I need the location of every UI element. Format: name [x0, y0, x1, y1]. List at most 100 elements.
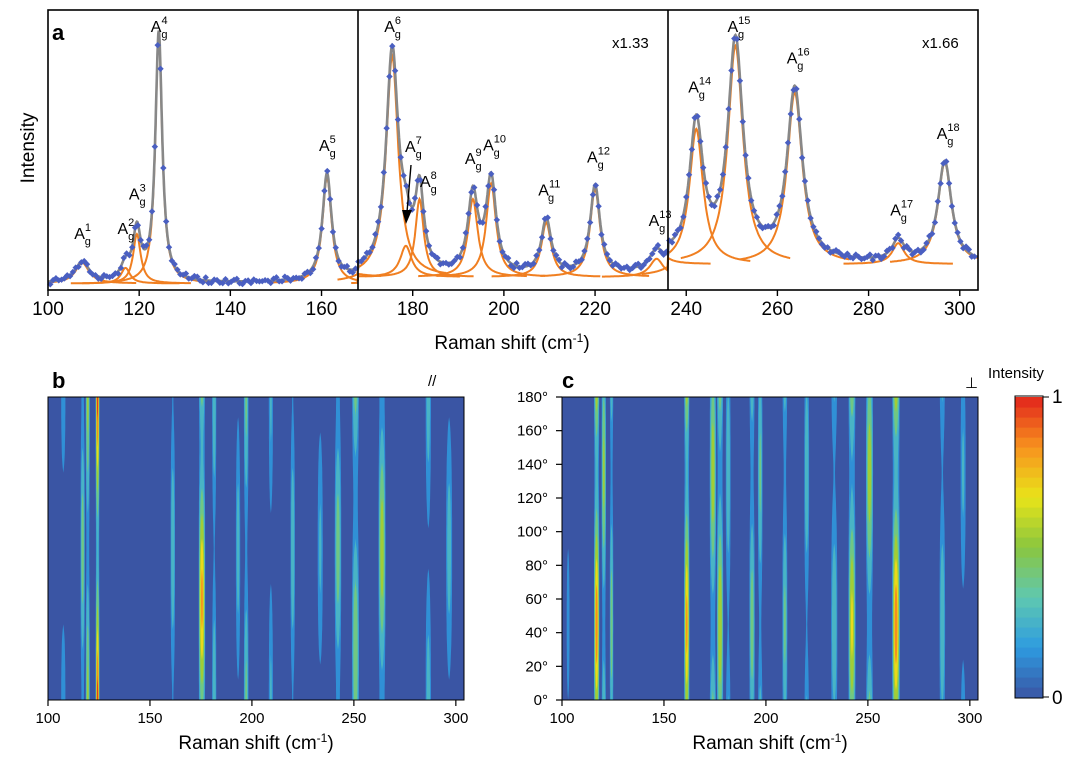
x-tick-label: 200 [488, 299, 520, 320]
band-contour [783, 397, 787, 700]
data-point [519, 263, 526, 271]
colorbar-min: 0 [1052, 688, 1063, 709]
x-tick-label: 100 [32, 299, 64, 320]
data-point [335, 257, 342, 265]
data-point [928, 230, 936, 237]
panel-c-label: c [562, 368, 574, 393]
data-point [581, 247, 588, 255]
data-point [858, 255, 865, 263]
colorbar-step [1015, 497, 1043, 508]
data-point [154, 41, 161, 49]
band-8 [725, 397, 731, 700]
band-contour [86, 397, 90, 700]
band-contour [61, 397, 66, 700]
data-point [530, 260, 537, 267]
data-point [869, 256, 876, 264]
data-point [733, 35, 741, 43]
data-point [940, 160, 947, 167]
data-point [536, 246, 543, 254]
data-point [569, 263, 577, 271]
data-point [787, 110, 795, 118]
band-5 [684, 397, 690, 700]
data-point [434, 254, 441, 262]
data-point [157, 65, 164, 73]
band-contour [81, 397, 84, 700]
band-contour [832, 397, 837, 700]
data-point [739, 118, 746, 125]
fit-component-2 [70, 266, 180, 285]
scale-label-mid: x1.33 [612, 35, 649, 52]
colorbar-step [1015, 637, 1043, 648]
colorbar-step [1015, 677, 1043, 688]
data-point [496, 238, 503, 245]
data-point [798, 154, 806, 161]
angle-tick-label: 180° [517, 389, 548, 406]
colorbar-step [1015, 667, 1043, 678]
data-point [538, 234, 546, 241]
data-point [148, 208, 156, 215]
data-point [417, 176, 424, 184]
colorbar-step [1015, 437, 1043, 448]
data-point [383, 125, 390, 132]
data-point [510, 264, 518, 272]
data-point [329, 228, 337, 236]
band-contour [940, 397, 945, 700]
data-point [553, 252, 560, 259]
data-point [759, 224, 766, 232]
band-contour [894, 397, 898, 700]
peak-label-a12: A12 g [587, 145, 610, 171]
data-point [753, 214, 761, 221]
data-point [612, 260, 619, 267]
a7-arrow [402, 164, 412, 224]
data-point [109, 272, 116, 280]
data-point [742, 152, 749, 159]
data-point [649, 250, 656, 258]
band-6 [709, 397, 717, 700]
band-contour [96, 397, 99, 700]
band-8 [235, 397, 241, 700]
panel-b-map [48, 397, 464, 700]
band-17 [446, 397, 453, 700]
x-tick-label: 240 [670, 299, 702, 320]
band-11 [290, 397, 295, 700]
data-point [315, 244, 322, 252]
data-point [389, 42, 396, 50]
data-point [948, 202, 956, 210]
data-point [646, 255, 653, 263]
data-point [114, 270, 122, 277]
colorbar-step [1015, 627, 1043, 638]
panel-a-label: a [52, 20, 65, 45]
data-point [957, 238, 964, 245]
band-9 [749, 397, 755, 700]
colorbar-step [1015, 477, 1043, 488]
band-contour [171, 397, 175, 700]
band-contour [212, 397, 216, 700]
measured-points [47, 35, 978, 288]
peak-label-a15: A15 g [727, 15, 750, 41]
colorbar-step [1015, 427, 1043, 438]
data-point [634, 260, 642, 268]
angle-tick-label: 100° [517, 524, 548, 541]
x-tick-label: 150 [651, 710, 676, 727]
data-point [804, 197, 811, 204]
data-point [668, 239, 676, 246]
data-point [451, 257, 458, 264]
data-point [841, 253, 848, 260]
data-point [97, 275, 105, 283]
colorbar-step [1015, 457, 1043, 468]
data-point [146, 236, 153, 243]
colorbar-step [1015, 447, 1043, 458]
data-point [151, 143, 159, 150]
data-point [425, 242, 433, 249]
data-point [601, 241, 608, 248]
data-point [473, 201, 481, 209]
x-tick-label: 160 [306, 299, 338, 320]
data-point [58, 276, 65, 283]
data-point [965, 246, 973, 253]
panel-b-label: b [52, 368, 65, 393]
data-point [493, 216, 501, 224]
fit-component-15 [680, 43, 791, 260]
band-16 [425, 397, 431, 700]
band-7 [716, 397, 724, 700]
